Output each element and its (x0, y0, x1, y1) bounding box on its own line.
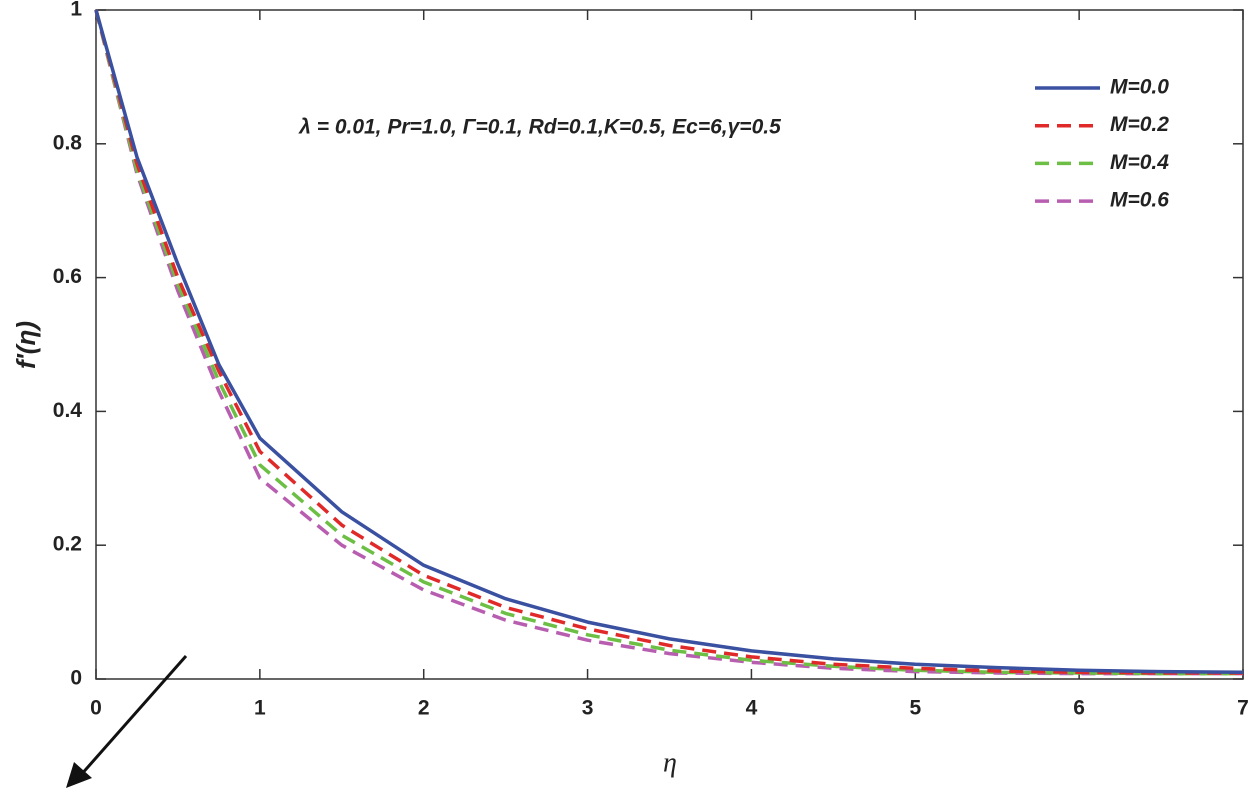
series-line (94, 9, 1243, 675)
legend-label: M=0.4 (1110, 151, 1169, 174)
legend-label: M=0.6 (1110, 189, 1169, 212)
y-tick-label: 1 (70, 0, 82, 21)
plot-frame (95, 9, 1244, 680)
x-tick-label: 3 (582, 697, 594, 720)
y-tick-label: 0 (70, 667, 82, 690)
y-axis-label: f'(η) (11, 321, 41, 369)
series-line (94, 9, 1243, 676)
legend-label: M=0.2 (1110, 113, 1169, 136)
legend-label: M=0.0 (1110, 76, 1169, 99)
series-line (94, 9, 1243, 676)
x-tick-label: 6 (1073, 697, 1085, 720)
x-tick-label: 4 (746, 697, 758, 720)
series-line (94, 9, 1244, 675)
x-tick-label: 2 (418, 697, 430, 720)
x-tick-label: 7 (1237, 697, 1249, 720)
y-tick-label: 0.8 (53, 131, 83, 154)
x-tick-label: 1 (254, 697, 266, 720)
arrow (66, 655, 188, 788)
x-tick-label: 5 (909, 697, 921, 720)
annotation: λ = 0.01, Pr=1.0, Γ=0.1, Rd=0.1,K=0.5, E… (298, 116, 781, 139)
x-axis-label: η (663, 747, 677, 778)
x-tick-label: 0 (90, 697, 102, 720)
y-tick-label: 0.4 (53, 399, 83, 422)
y-tick-label: 0.6 (53, 265, 82, 288)
y-tick-label: 0.2 (53, 533, 82, 556)
